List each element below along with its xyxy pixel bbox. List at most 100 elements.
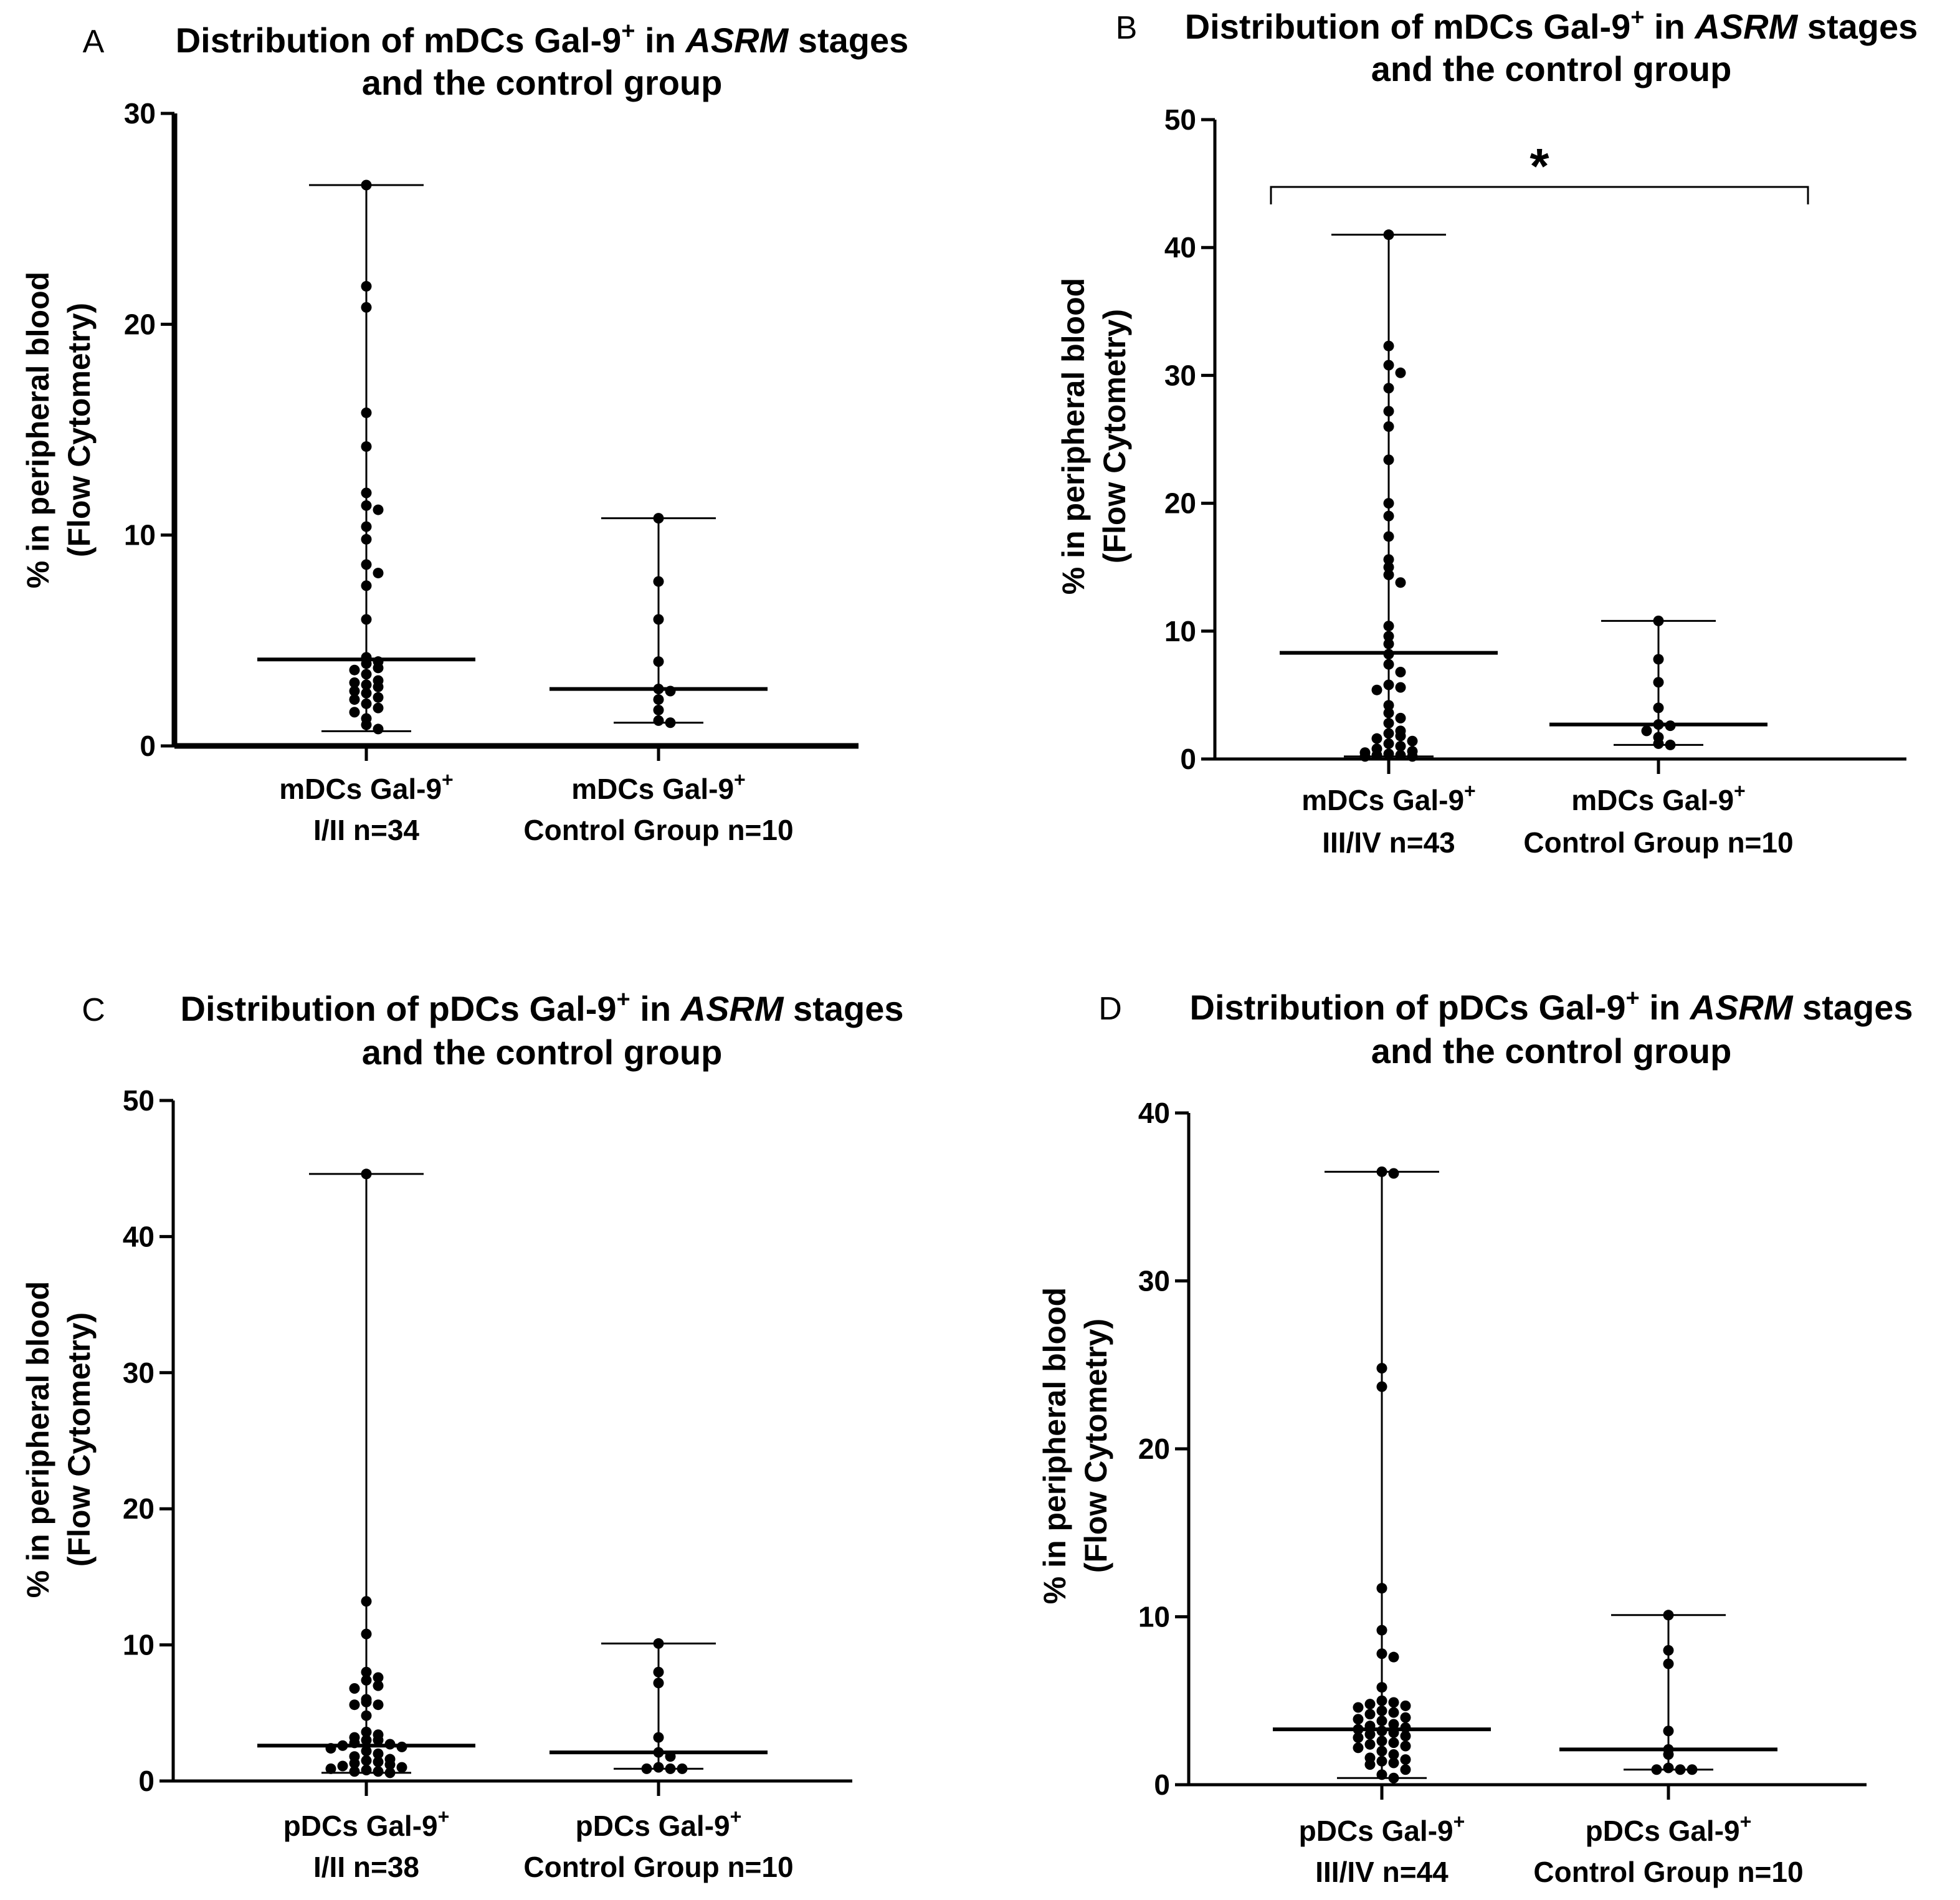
data-point [1653, 615, 1664, 626]
data-point [653, 614, 664, 625]
data-point [1653, 654, 1664, 665]
x-category-label-text: mDCs Gal-9 [279, 773, 442, 805]
data-point [1376, 1755, 1387, 1767]
chart-title-italic: ASRM [684, 21, 789, 60]
chart-title-sup: + [621, 18, 635, 44]
data-point [373, 504, 384, 515]
x-category-label-text: mDCs Gal-9 [1301, 784, 1464, 816]
data-point [384, 1759, 396, 1770]
x-category-label-sup: + [730, 1805, 742, 1828]
data-point [1663, 1645, 1674, 1656]
data-point [1400, 1764, 1411, 1775]
chart-title: Distribution of pDCs Gal-9+ in ASRM stag… [1190, 985, 1913, 1027]
x-category-label: mDCs Gal-9+ [571, 768, 745, 805]
data-point [653, 704, 664, 715]
data-point [1383, 570, 1394, 581]
data-point [349, 664, 360, 676]
data-point [373, 568, 384, 579]
data-point [1665, 739, 1676, 750]
chart-panel-a: A Distribution of mDCs Gal-9+ in ASRM sta… [21, 18, 908, 846]
data-point [1388, 1757, 1399, 1769]
data-point [361, 302, 372, 313]
x-category-label: pDCs Gal-9+ [1299, 1810, 1465, 1847]
chart-title-italic: ASRM [680, 989, 784, 1028]
data-point [665, 717, 676, 728]
chart-title-prefix: Distribution of pDCs Gal-9 [1190, 988, 1626, 1027]
panel-letter: D [1098, 991, 1122, 1027]
data-point [361, 687, 372, 699]
data-point [1663, 1658, 1674, 1669]
data-point [349, 707, 360, 718]
y-tick-label: 10 [1138, 1601, 1170, 1633]
data-point [349, 1683, 360, 1694]
x-category-label-text: pDCs Gal-9 [1586, 1815, 1740, 1847]
data-point [1364, 1699, 1376, 1710]
data-point [1383, 638, 1394, 649]
y-axis-label-line2: (Flow Cytometry) [1097, 309, 1132, 563]
data-point [1359, 751, 1371, 762]
chart-title-prefix: Distribution of mDCs Gal-9 [1185, 7, 1631, 46]
y-tick-label: 0 [1154, 1769, 1170, 1801]
data-point [373, 692, 384, 703]
data-point [361, 1734, 372, 1745]
panel-letter: B [1116, 10, 1138, 46]
data-point [1371, 684, 1382, 695]
data-point [1383, 229, 1394, 241]
data-point [373, 702, 384, 714]
data-point [1395, 682, 1406, 693]
data-group: pDCs Gal-9+III/IV n=44 [1273, 1166, 1491, 1888]
data-point [361, 698, 372, 709]
y-tick-label: 20 [124, 308, 156, 340]
data-point [373, 1734, 384, 1745]
data-point [337, 1760, 348, 1772]
data-point [349, 677, 360, 688]
data-point [1383, 383, 1394, 394]
y-axis-label-line2: (Flow Cytometry) [62, 303, 97, 557]
data-point [1395, 740, 1406, 752]
data-point [349, 694, 360, 705]
y-axis-label: % in peripheral blood [21, 272, 55, 588]
data-point [349, 1766, 360, 1777]
x-category-label: mDCs Gal-9+ [279, 768, 453, 805]
data-point [361, 407, 372, 418]
data-point [373, 723, 384, 735]
data-point [1663, 1762, 1674, 1773]
x-category-label-sup: + [438, 1805, 450, 1828]
y-tick-label: 30 [123, 1357, 155, 1389]
chart-title-mid: in [635, 21, 686, 60]
data-point [1653, 738, 1664, 749]
data-point [1376, 1166, 1387, 1177]
x-category-label-line2: I/II n=34 [313, 814, 419, 846]
data-point [1400, 1731, 1411, 1742]
data-point [1383, 360, 1394, 371]
data-point [361, 1726, 372, 1737]
data-point [361, 1666, 372, 1678]
y-tick-label: 30 [1138, 1265, 1170, 1297]
data-point [1383, 510, 1394, 522]
data-point [361, 1674, 372, 1686]
chart-title-prefix: Distribution of mDCs Gal-9 [176, 21, 622, 60]
data-point [361, 1628, 372, 1640]
data-point [325, 1763, 336, 1774]
data-point [653, 513, 664, 524]
significance-marker: * [1529, 138, 1549, 194]
data-point [1653, 702, 1664, 714]
data-point [665, 1763, 676, 1774]
data-point [373, 1756, 384, 1767]
x-category-label-text: mDCs Gal-9 [1571, 784, 1734, 816]
data-point [361, 441, 372, 452]
data-point [373, 1672, 384, 1683]
data-point [1383, 700, 1394, 711]
data-point [1383, 718, 1394, 729]
data-point [361, 533, 372, 545]
data-point [361, 1696, 372, 1707]
y-tick-label: 30 [1164, 359, 1196, 391]
data-point [361, 669, 372, 680]
data-point [361, 1596, 372, 1607]
data-point [641, 1763, 652, 1774]
data-point [1388, 1772, 1399, 1783]
y-tick-label: 50 [123, 1084, 155, 1117]
data-point [1641, 725, 1652, 737]
data-point [1663, 1610, 1674, 1621]
